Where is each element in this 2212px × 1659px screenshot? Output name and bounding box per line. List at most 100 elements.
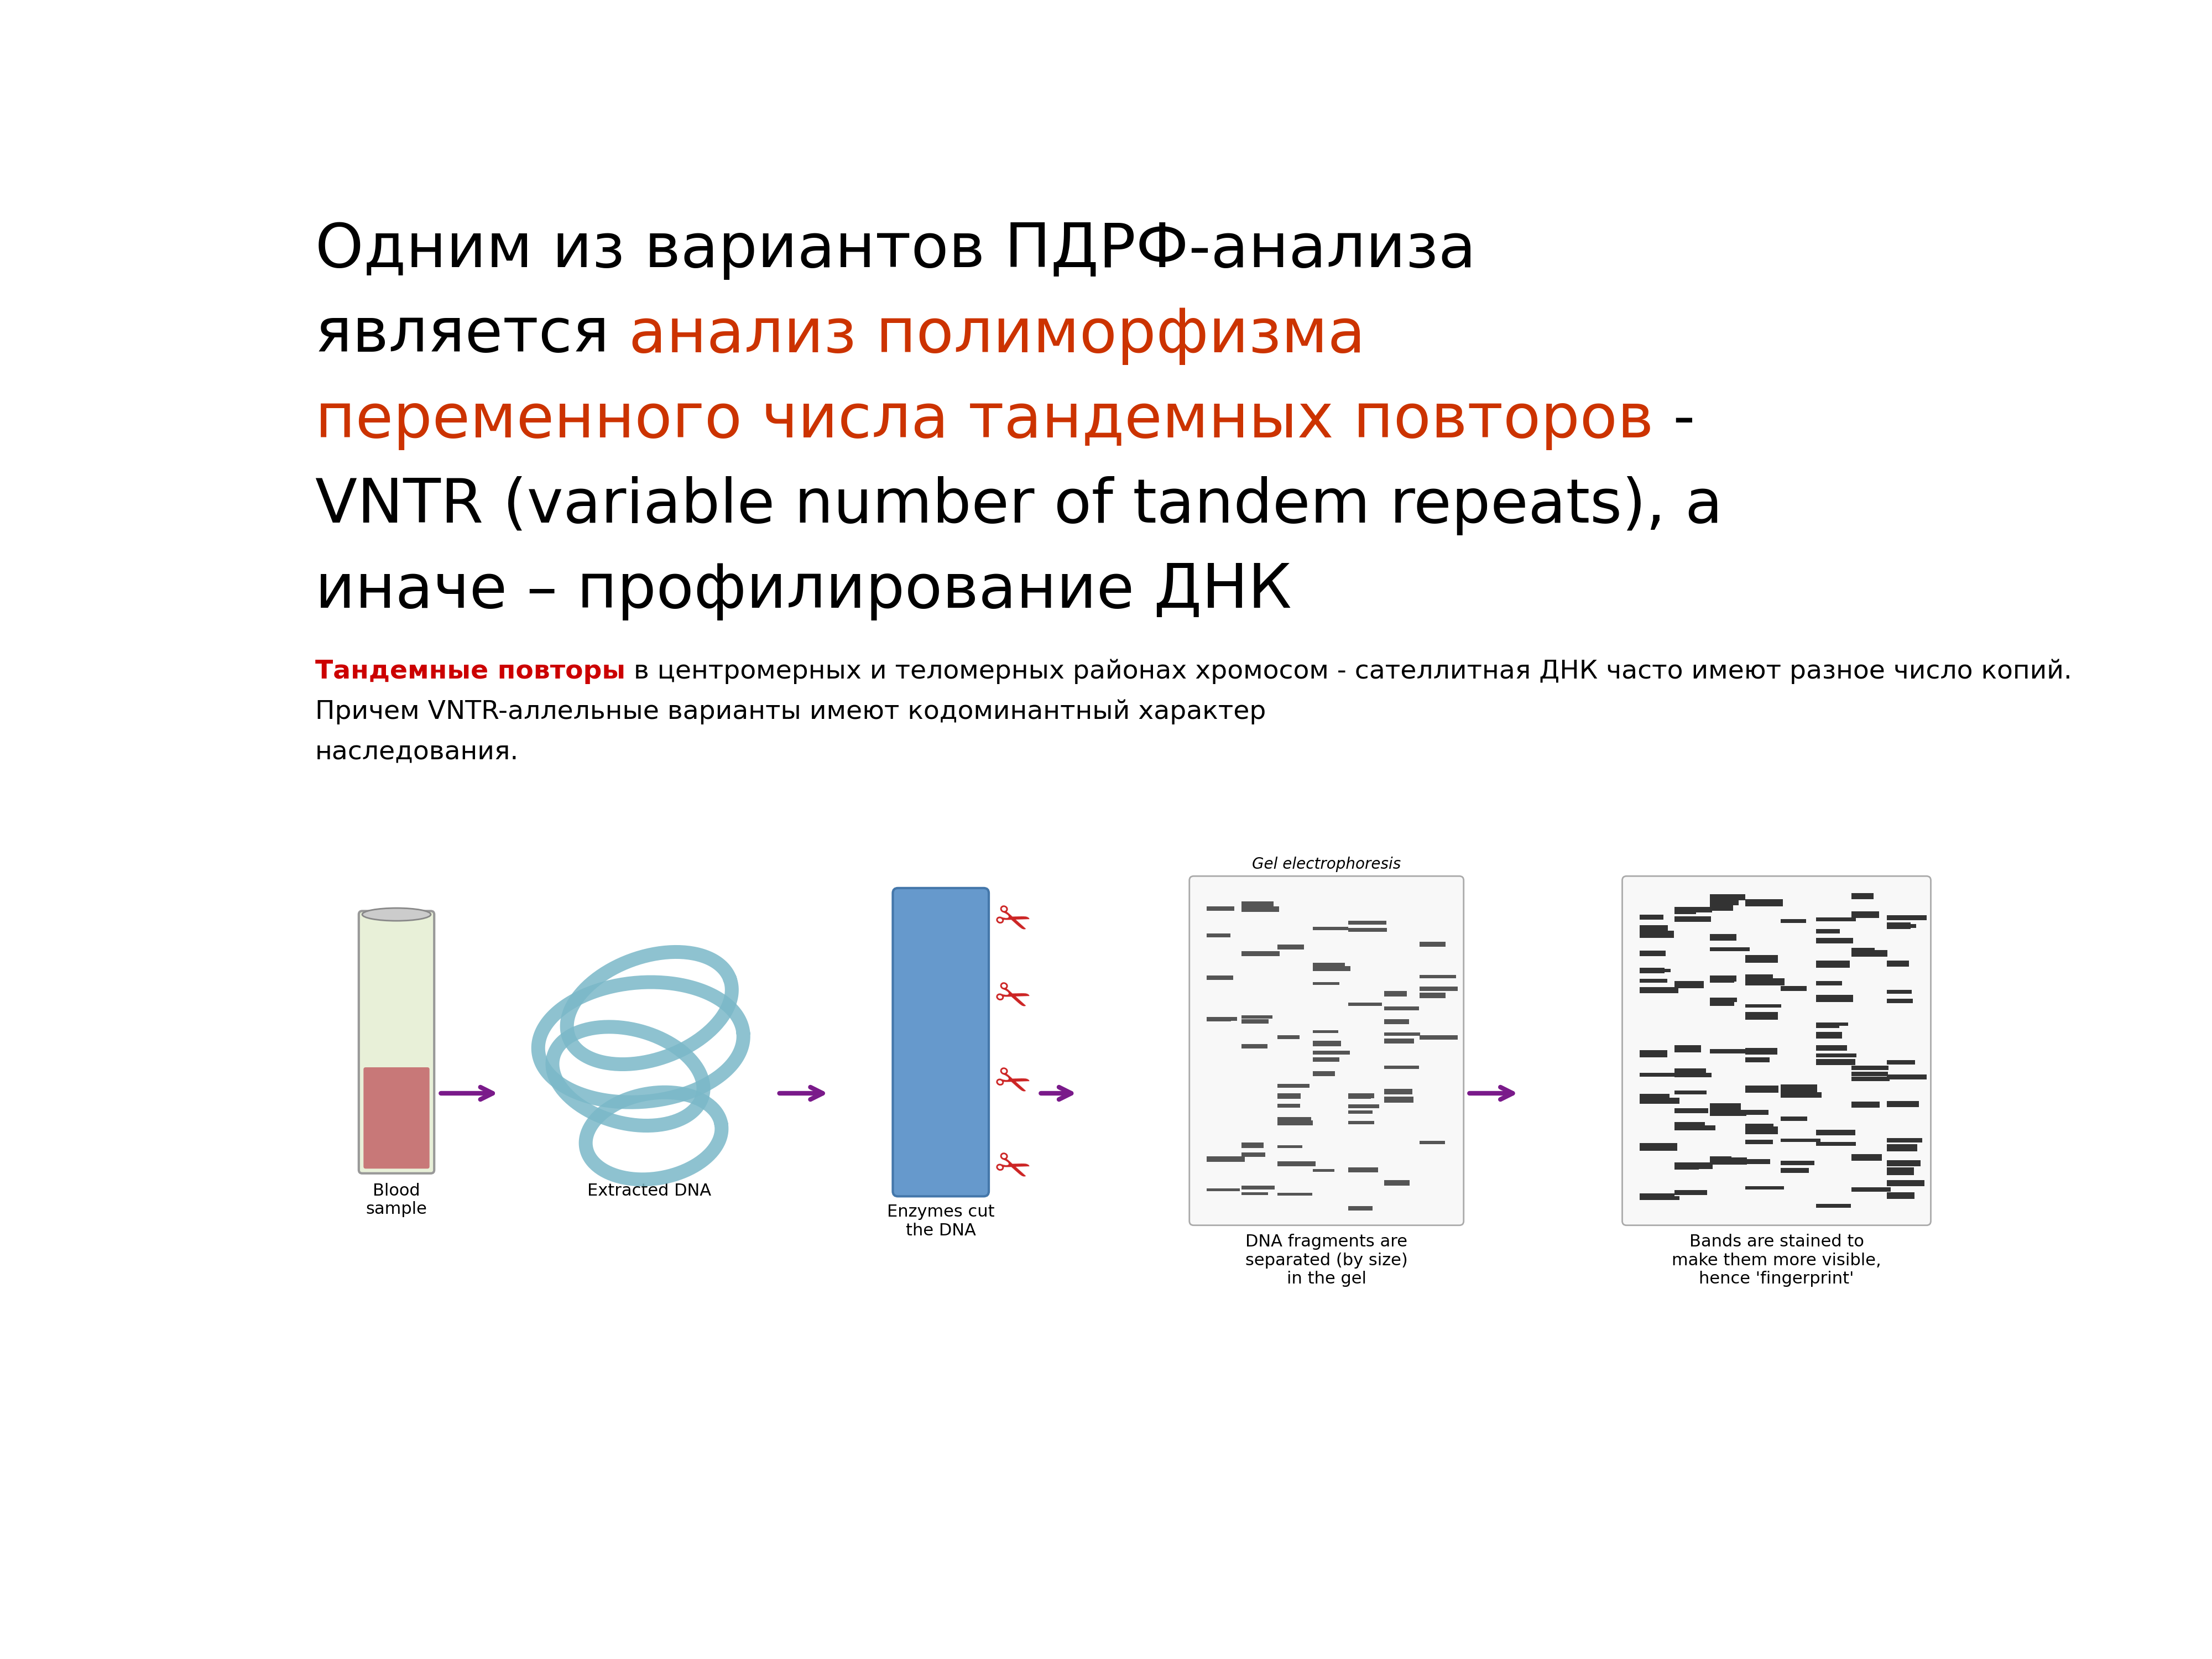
Bar (1639, 1193, 1674, 1198)
Bar (1206, 1156, 1245, 1161)
Bar (1816, 929, 1840, 934)
Bar (1887, 1060, 1916, 1065)
Bar (1851, 1077, 1889, 1082)
Bar (1745, 1110, 1770, 1115)
Text: Enzymes cut
the DNA: Enzymes cut the DNA (887, 1204, 995, 1239)
Bar (1710, 934, 1736, 941)
Bar (1887, 924, 1916, 927)
Bar (1276, 1093, 1301, 1098)
FancyBboxPatch shape (1190, 876, 1464, 1226)
Bar (1816, 961, 1849, 967)
Bar (1745, 974, 1774, 980)
Bar (1206, 1188, 1241, 1191)
Bar (1745, 1160, 1770, 1165)
Bar (1639, 979, 1668, 982)
Bar (1816, 1045, 1847, 1050)
Bar (1674, 1163, 1712, 1170)
Bar (1710, 899, 1739, 906)
Bar (1241, 1019, 1267, 1024)
Bar (1745, 1186, 1785, 1190)
Bar (1241, 906, 1279, 912)
Bar (1745, 1126, 1778, 1135)
Bar (1710, 1110, 1747, 1117)
Bar (1385, 1039, 1413, 1044)
Bar (1781, 1168, 1809, 1173)
Ellipse shape (363, 907, 431, 921)
Bar (1349, 1206, 1374, 1211)
Bar (1276, 1193, 1312, 1196)
Text: переменного числа тандемных повторов: переменного числа тандемных повторов (314, 392, 1655, 450)
Bar (1887, 1180, 1924, 1186)
Bar (1851, 1188, 1891, 1191)
Bar (1276, 1117, 1312, 1123)
Bar (1781, 1085, 1816, 1092)
Bar (1206, 1017, 1237, 1020)
Text: Blood
sample: Blood sample (365, 1183, 427, 1218)
Bar (1674, 1190, 1708, 1194)
Bar (1639, 1196, 1679, 1199)
Bar (1276, 1083, 1310, 1088)
Text: DNA fragments are
separated (by size)
in the gel: DNA fragments are separated (by size) in… (1245, 1234, 1407, 1287)
Bar (1887, 916, 1927, 921)
Text: наследования.: наследования. (314, 740, 520, 765)
Bar (1851, 1065, 1889, 1070)
Bar (1349, 921, 1387, 924)
Bar (1710, 975, 1736, 982)
Bar (1887, 1168, 1913, 1175)
Bar (1674, 1090, 1705, 1095)
Bar (1710, 906, 1732, 911)
Bar (1241, 1015, 1272, 1019)
Bar (1206, 934, 1230, 937)
Text: в центромерных и теломерных районах хромосом - сателлитная ДНК часто имеют разно: в центромерных и теломерных районах хром… (626, 659, 2073, 684)
Bar (1745, 1140, 1772, 1145)
Bar (1710, 999, 1734, 1005)
Bar (1674, 1045, 1701, 1052)
Bar (1674, 1073, 1712, 1077)
Bar (1385, 1032, 1420, 1035)
Bar (1639, 951, 1666, 956)
Bar (1420, 975, 1455, 979)
Bar (1710, 975, 1734, 982)
Bar (1420, 942, 1447, 947)
Bar (1745, 899, 1783, 906)
Bar (1420, 992, 1444, 999)
Bar (1349, 1093, 1374, 1098)
FancyBboxPatch shape (1621, 876, 1931, 1226)
Bar (1206, 1019, 1232, 1022)
Text: Extracted DNA: Extracted DNA (588, 1183, 712, 1199)
Bar (1851, 893, 1874, 899)
Bar (1887, 1145, 1918, 1151)
Text: анализ полиморфизма: анализ полиморфизма (628, 305, 1365, 365)
Bar (1816, 1204, 1851, 1208)
Bar (1241, 1143, 1263, 1148)
Bar (1639, 926, 1668, 931)
Bar (1385, 1007, 1420, 1010)
Bar (1385, 1065, 1420, 1068)
Bar (1639, 1143, 1677, 1151)
Bar (1241, 1193, 1267, 1194)
Bar (1745, 1123, 1774, 1126)
Text: Одним из вариантов ПДРФ-анализа: Одним из вариантов ПДРФ-анализа (314, 221, 1475, 279)
Bar (1639, 931, 1674, 937)
Bar (1887, 999, 1913, 1004)
Bar (1420, 1141, 1444, 1145)
Bar (1781, 1092, 1820, 1098)
Bar (1816, 937, 1854, 944)
Bar (1851, 1072, 1889, 1077)
Bar (1674, 907, 1712, 912)
Bar (1385, 990, 1407, 997)
FancyBboxPatch shape (894, 888, 989, 1196)
Bar (1781, 1161, 1814, 1165)
Text: Gel electrophoresis: Gel electrophoresis (1252, 856, 1400, 873)
Bar (1745, 1012, 1778, 1020)
FancyBboxPatch shape (363, 1067, 429, 1168)
Bar (1781, 1138, 1820, 1141)
Bar (1887, 990, 1911, 994)
Bar (1816, 917, 1856, 921)
Bar (1385, 1088, 1411, 1095)
Bar (1349, 1105, 1380, 1108)
FancyBboxPatch shape (358, 911, 434, 1173)
Bar (1276, 1035, 1301, 1039)
Bar (1745, 979, 1785, 985)
Bar (1816, 1022, 1847, 1025)
